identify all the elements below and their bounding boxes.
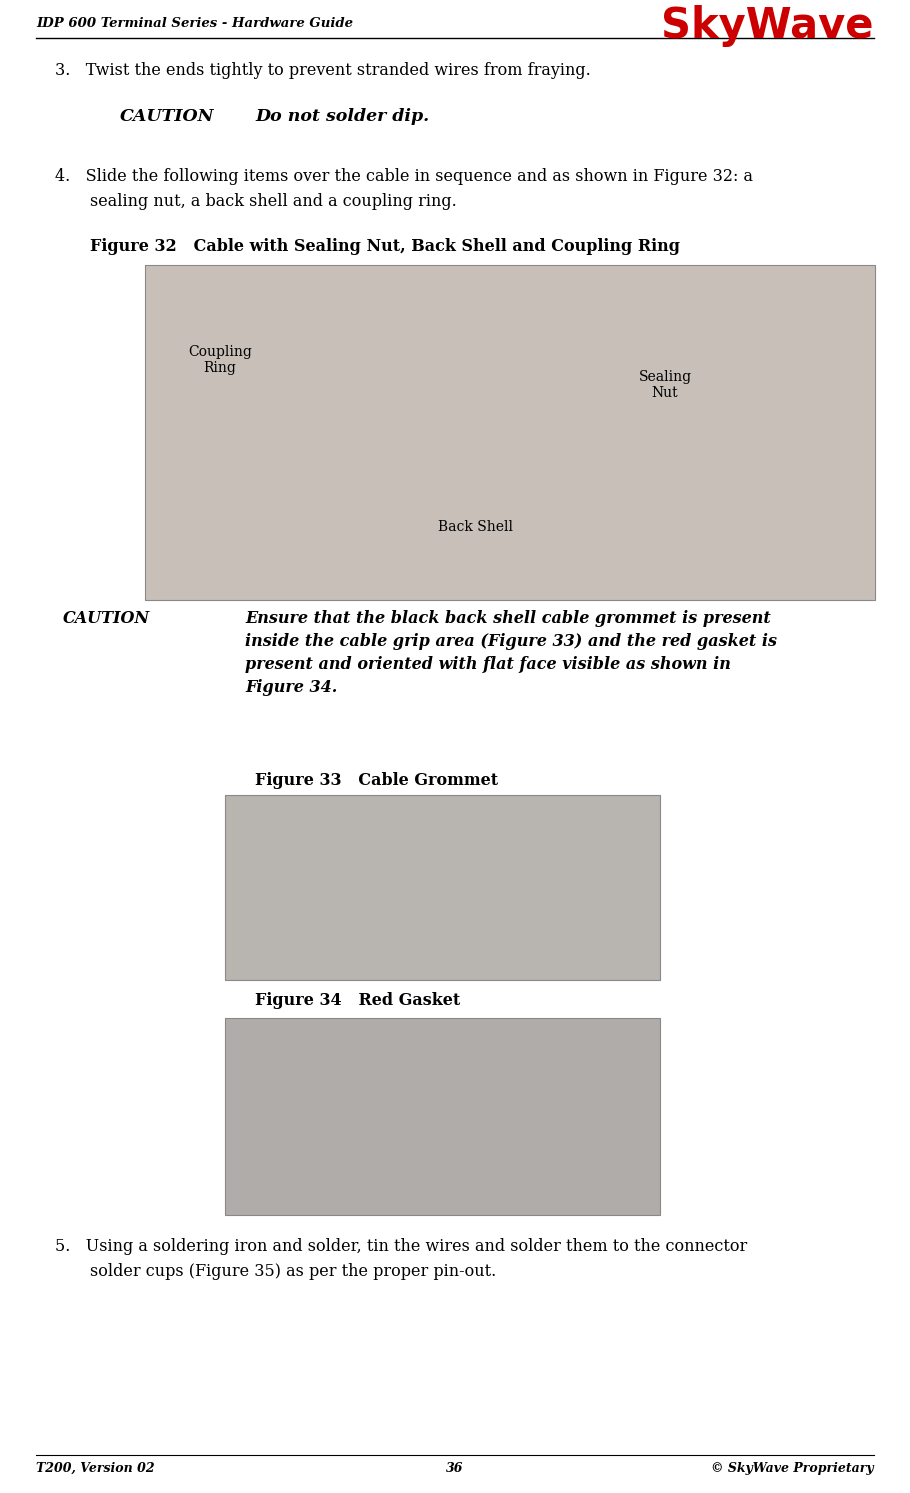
Text: Figure 33   Cable Grommet: Figure 33 Cable Grommet <box>255 772 498 788</box>
Bar <box>225 794 660 979</box>
Text: 5.   Using a soldering iron and solder, tin the wires and solder them to the con: 5. Using a soldering iron and solder, ti… <box>55 1238 747 1256</box>
Text: Figure 32   Cable with Sealing Nut, Back Shell and Coupling Ring: Figure 32 Cable with Sealing Nut, Back S… <box>90 237 680 255</box>
Text: CAUTION: CAUTION <box>63 611 150 627</box>
Text: Coupling
Ring: Coupling Ring <box>188 345 252 375</box>
Text: 4.   Slide the following items over the cable in sequence and as shown in Figure: 4. Slide the following items over the ca… <box>55 169 753 185</box>
Text: Back Shell: Back Shell <box>438 520 512 534</box>
Text: T200, Version 02: T200, Version 02 <box>36 1462 155 1475</box>
Text: sealing nut, a back shell and a coupling ring.: sealing nut, a back shell and a coupling… <box>90 193 457 211</box>
Text: Figure 34   Red Gasket: Figure 34 Red Gasket <box>255 991 460 1009</box>
Text: 36: 36 <box>446 1462 464 1475</box>
Bar <box>225 1018 660 1215</box>
Text: © SkyWave Proprietary: © SkyWave Proprietary <box>712 1462 874 1475</box>
Text: Sealing
Nut: Sealing Nut <box>639 370 692 400</box>
Text: Do not solder dip.: Do not solder dip. <box>255 107 430 125</box>
Bar <box>145 264 875 600</box>
Text: 3.   Twist the ends tightly to prevent stranded wires from fraying.: 3. Twist the ends tightly to prevent str… <box>55 63 591 79</box>
Text: Ensure that the black back shell cable grommet is present
inside the cable grip : Ensure that the black back shell cable g… <box>245 611 777 696</box>
Text: CAUTION: CAUTION <box>120 107 215 125</box>
Text: SkyWave: SkyWave <box>662 4 874 46</box>
Text: IDP 600 Terminal Series - Hardware Guide: IDP 600 Terminal Series - Hardware Guide <box>36 16 353 30</box>
Text: solder cups (Figure 35) as per the proper pin-out.: solder cups (Figure 35) as per the prope… <box>90 1263 496 1280</box>
